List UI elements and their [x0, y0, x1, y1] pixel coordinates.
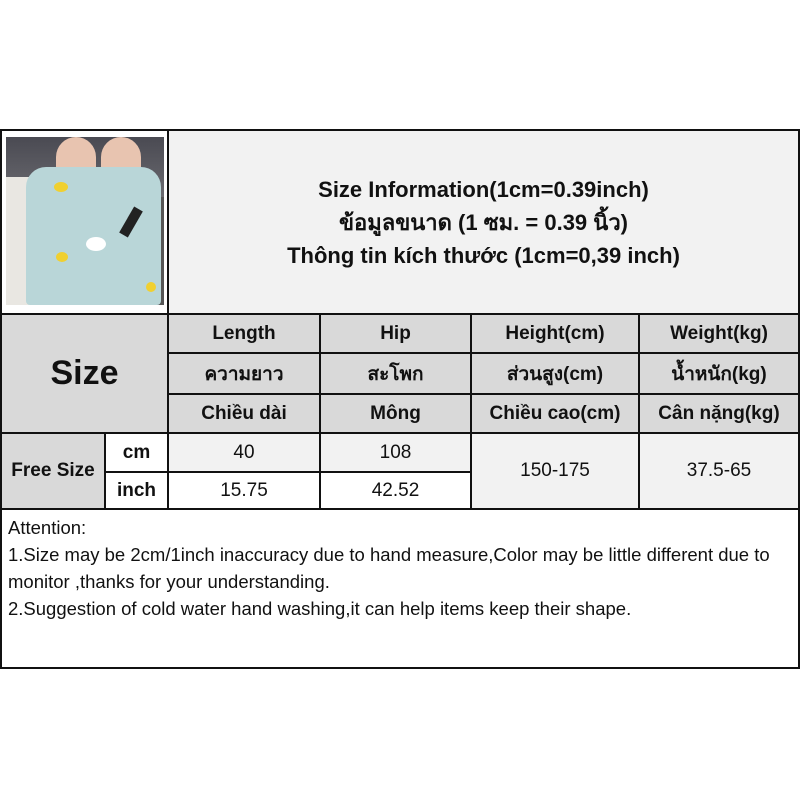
- attention-section: Attention: 1.Size may be 2cm/1inch inacc…: [0, 508, 800, 669]
- header-length-th: ความยาว: [167, 352, 321, 395]
- header-weight-vi: Cân nặng(kg): [638, 393, 800, 434]
- header-height-en: Height(cm): [470, 313, 640, 354]
- attention-heading: Attention:: [8, 517, 87, 538]
- size-name-cell: Free Size: [0, 432, 106, 510]
- weight-range: 37.5-65: [638, 432, 800, 510]
- header-hip-th: สะโพก: [319, 352, 472, 395]
- title-cell: Size Information(1cm=0.39inch) ข้อมูลขนา…: [167, 129, 800, 315]
- hip-inch: 42.52: [319, 471, 472, 510]
- header-height-vi: Chiều cao(cm): [470, 393, 640, 434]
- size-header: Size: [0, 313, 169, 434]
- header-hip-en: Hip: [319, 313, 472, 354]
- header-length-vi: Chiều dài: [167, 393, 321, 434]
- product-photo: [6, 137, 164, 305]
- attention-line-1: 1.Size may be 2cm/1inch inaccuracy due t…: [8, 544, 775, 592]
- attention-line-2: 2.Suggestion of cold water hand washing,…: [8, 598, 632, 619]
- header-weight-th: น้ำหนัก(kg): [638, 352, 800, 395]
- header-length-en: Length: [167, 313, 321, 354]
- length-cm: 40: [167, 432, 321, 473]
- length-inch: 15.75: [167, 471, 321, 510]
- title-vietnamese: Thông tin kích thước (1cm=0,39 inch): [287, 242, 680, 268]
- hip-cm: 108: [319, 432, 472, 473]
- header-hip-vi: Mông: [319, 393, 472, 434]
- title-thai: ข้อมูลขนาด (1 ซม. = 0.39 นิ้ว): [338, 209, 628, 235]
- height-range: 150-175: [470, 432, 640, 510]
- unit-cm: cm: [104, 432, 169, 473]
- header-height-th: ส่วนสูง(cm): [470, 352, 640, 395]
- title-english: Size Information(1cm=0.39inch): [318, 176, 649, 202]
- header-weight-en: Weight(kg): [638, 313, 800, 354]
- unit-inch: inch: [104, 471, 169, 510]
